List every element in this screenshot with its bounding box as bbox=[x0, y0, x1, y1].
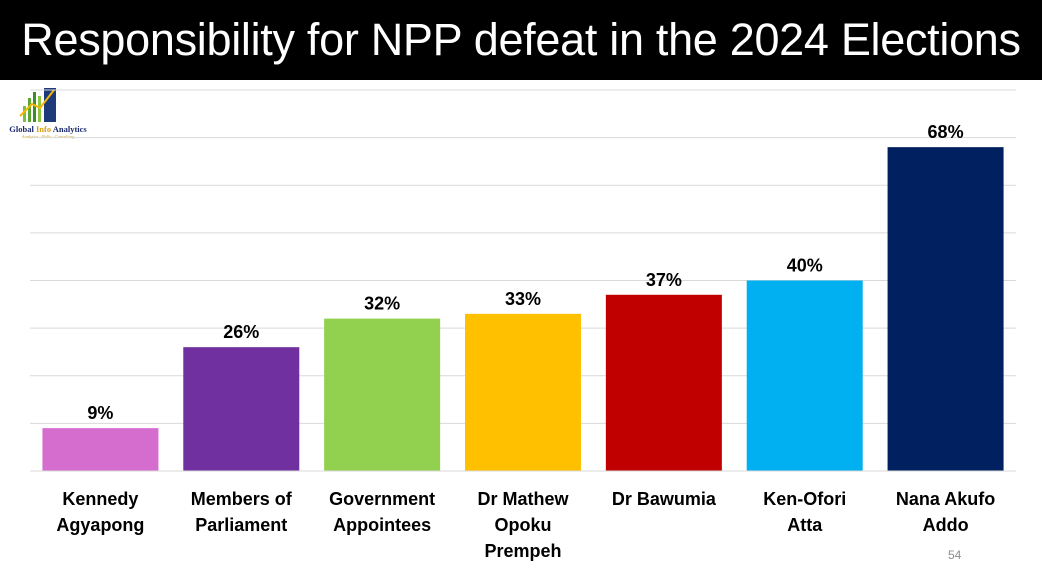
category-label: Kennedy bbox=[62, 489, 138, 509]
chart-title: Responsibility for NPP defeat in the 202… bbox=[21, 14, 1021, 65]
category-label: Parliament bbox=[195, 515, 287, 535]
logo: Global Info Analytics Analytics · Polls … bbox=[6, 86, 90, 142]
bar-value-label: 26% bbox=[223, 322, 259, 342]
category-label: Dr Bawumia bbox=[612, 489, 717, 509]
logo-name-part1: Global bbox=[9, 124, 36, 134]
bar-value-label: 33% bbox=[505, 289, 541, 309]
bar-value-label: 40% bbox=[787, 256, 823, 276]
title-bar: Responsibility for NPP defeat in the 202… bbox=[0, 0, 1042, 80]
logo-bars-icon bbox=[19, 88, 56, 122]
category-label: Members of bbox=[191, 489, 293, 509]
bar bbox=[42, 428, 159, 471]
logo-name-accent: Info bbox=[35, 124, 52, 134]
category-label: Agyapong bbox=[56, 515, 144, 535]
bar bbox=[605, 294, 722, 471]
bar-value-label: 68% bbox=[928, 122, 964, 142]
category-label: Nana Akufo bbox=[896, 489, 995, 509]
category-label: Atta bbox=[787, 515, 823, 535]
bar bbox=[324, 318, 441, 471]
category-label: Appointees bbox=[333, 515, 431, 535]
bar-value-label: 9% bbox=[87, 403, 113, 423]
bar bbox=[746, 280, 863, 471]
bar bbox=[465, 313, 581, 471]
category-label: Addo bbox=[923, 515, 969, 535]
bar bbox=[183, 347, 300, 471]
bar-value-label: 32% bbox=[364, 294, 400, 314]
category-label: Opoku bbox=[495, 515, 552, 535]
category-label: Prempeh bbox=[484, 541, 561, 561]
logo-tagline: Analytics · Polls · Consulting bbox=[21, 134, 75, 139]
category-label: Dr Mathew bbox=[477, 489, 569, 509]
slide-number: 54 bbox=[948, 548, 962, 562]
category-label: Ken-Ofori bbox=[763, 489, 846, 509]
bar bbox=[887, 147, 1004, 471]
logo-name: Global Info Analytics bbox=[6, 124, 90, 134]
category-label: Government bbox=[329, 489, 435, 509]
logo-name-part2: Analytics bbox=[51, 124, 87, 134]
bar-value-label: 37% bbox=[646, 270, 682, 290]
